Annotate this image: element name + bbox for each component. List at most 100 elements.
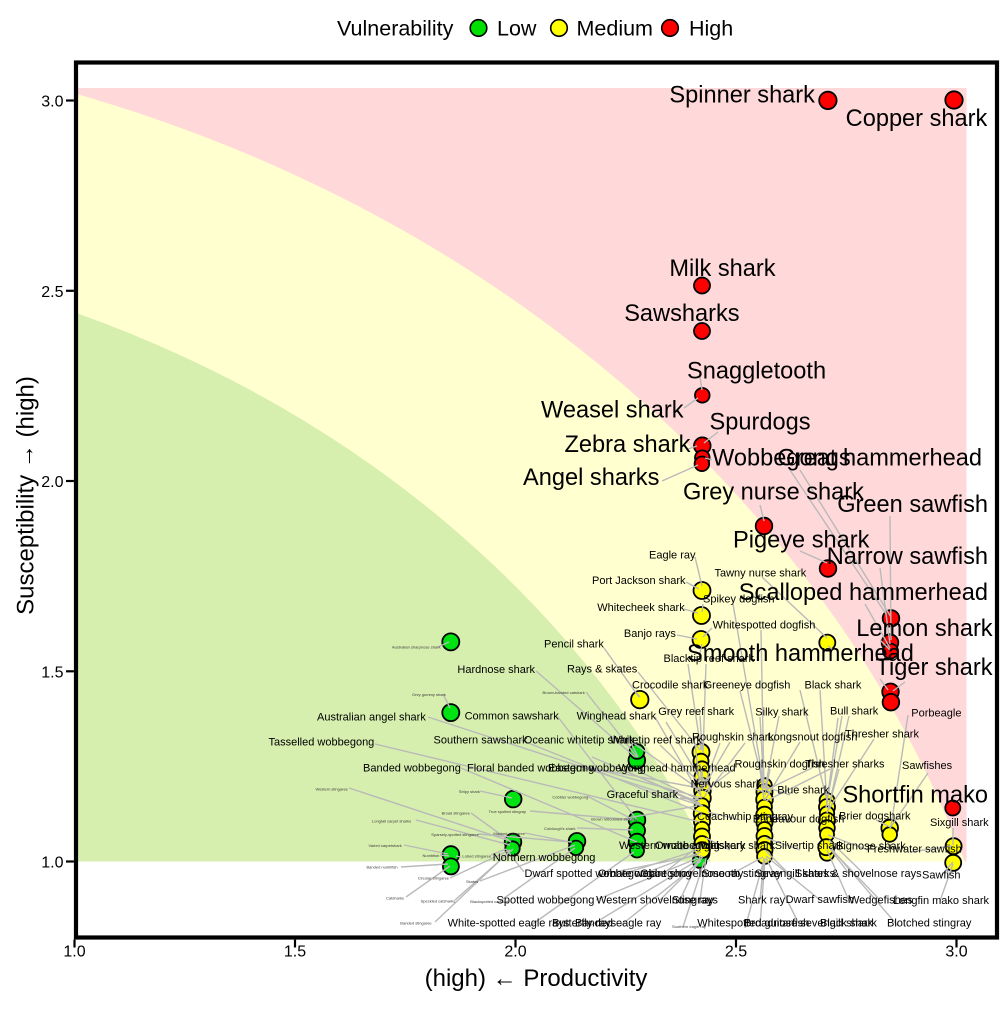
- svg-text:1.0: 1.0: [41, 855, 63, 872]
- svg-text:Weasel shark: Weasel shark: [541, 398, 684, 424]
- svg-text:3.0: 3.0: [41, 94, 63, 111]
- svg-text:Nervous shark: Nervous shark: [691, 779, 762, 791]
- svg-text:Eagle ray: Eagle ray: [649, 550, 696, 562]
- svg-text:Winghead shark: Winghead shark: [577, 710, 657, 722]
- svg-text:Thresher shark: Thresher shark: [845, 729, 919, 741]
- svg-text:Grey reef shark: Grey reef shark: [658, 706, 734, 718]
- svg-text:Wedgefishes: Wedgefishes: [849, 894, 913, 906]
- svg-text:Lobed stingaree: Lobed stingaree: [462, 854, 491, 859]
- svg-text:Butterfly rays: Butterfly rays: [552, 917, 617, 929]
- svg-text:Western wobbegong: Western wobbegong: [619, 840, 720, 852]
- svg-text:Common sawshark: Common sawshark: [465, 711, 560, 723]
- svg-text:Pigeye shark: Pigeye shark: [733, 528, 870, 554]
- svg-text:Southern eagle ray: Southern eagle ray: [672, 924, 706, 929]
- svg-text:2.0: 2.0: [41, 474, 63, 491]
- svg-text:Endeavour dogfish: Endeavour dogfish: [753, 814, 845, 826]
- svg-text:Crocodile shark: Crocodile shark: [632, 680, 709, 692]
- svg-text:Whiskery shark: Whiskery shark: [700, 840, 776, 852]
- svg-text:Dwarf sawfish: Dwarf sawfish: [786, 894, 854, 906]
- svg-text:Skates: Skates: [466, 879, 478, 884]
- svg-text:Banded wobbegong: Banded wobbegong: [363, 763, 461, 775]
- svg-text:2.5: 2.5: [725, 944, 747, 961]
- svg-text:Floral banded wobbegong: Floral banded wobbegong: [467, 763, 594, 775]
- svg-text:Tiger shark: Tiger shark: [875, 655, 992, 681]
- svg-text:Shortfin mako: Shortfin mako: [842, 783, 988, 809]
- svg-text:Smooth stingray: Smooth stingray: [702, 868, 782, 880]
- svg-text:Spurdogs: Spurdogs: [710, 409, 811, 435]
- svg-text:Sparsely-spotted stingaree: Sparsely-spotted stingaree: [431, 832, 479, 837]
- svg-text:Blotched stingray: Blotched stingray: [887, 917, 972, 929]
- svg-text:Susceptibility → (high): Susceptibility → (high): [13, 376, 40, 615]
- svg-text:Ornate angelshark: Ornate angelshark: [655, 840, 746, 852]
- svg-text:High: High: [689, 17, 733, 41]
- svg-text:Longfin mako shark: Longfin mako shark: [893, 895, 989, 907]
- svg-text:Great hammerhead: Great hammerhead: [777, 445, 982, 471]
- svg-text:2.0: 2.0: [504, 944, 526, 961]
- svg-text:Port Jackson shark: Port Jackson shark: [592, 575, 686, 587]
- svg-text:Dwarf spotted wobbegong: Dwarf spotted wobbegong: [525, 868, 653, 880]
- svg-text:Rays & skates: Rays & skates: [567, 663, 638, 675]
- svg-text:Western stingaree: Western stingaree: [316, 787, 349, 792]
- svg-text:Tawny nurse shark: Tawny nurse shark: [715, 568, 807, 580]
- svg-text:3.0: 3.0: [945, 944, 967, 961]
- svg-text:White-spotted eagle rays: White-spotted eagle rays: [448, 917, 570, 929]
- svg-text:Brown-banded catshark: Brown-banded catshark: [543, 690, 585, 695]
- svg-text:Hardnose shark: Hardnose shark: [457, 664, 535, 676]
- svg-text:Whitespotted guitarfish: Whitespotted guitarfish: [697, 917, 809, 929]
- svg-text:Oceanic whitetip shark: Oceanic whitetip shark: [524, 735, 635, 747]
- svg-text:Circular stingaree: Circular stingaree: [418, 876, 450, 881]
- svg-text:1.5: 1.5: [41, 664, 63, 681]
- svg-text:Broad stingaree: Broad stingaree: [442, 811, 471, 816]
- svg-text:Longsnout dogfish: Longsnout dogfish: [768, 732, 858, 744]
- svg-text:Medium: Medium: [577, 17, 653, 41]
- svg-text:Spinner shark: Spinner shark: [669, 82, 815, 108]
- svg-text:Shark ray: Shark ray: [738, 894, 786, 906]
- svg-text:Bull shark: Bull shark: [830, 706, 879, 718]
- svg-text:Silvertip shark: Silvertip shark: [775, 840, 845, 852]
- svg-text:Northern wobbegong: Northern wobbegong: [493, 852, 596, 864]
- svg-text:Freshwater sawfish: Freshwater sawfish: [867, 843, 962, 855]
- svg-text:Milk shark: Milk shark: [669, 256, 775, 282]
- svg-text:Whitetip reef shark: Whitetip reef shark: [610, 735, 702, 747]
- svg-text:Grey gummy shark: Grey gummy shark: [412, 692, 446, 697]
- svg-text:1.0: 1.0: [63, 944, 85, 961]
- svg-text:Stingrays: Stingrays: [672, 894, 718, 906]
- svg-text:Banded stingaree: Banded stingaree: [400, 921, 432, 926]
- svg-text:Scalloped hammerhead: Scalloped hammerhead: [739, 580, 988, 606]
- svg-text:1.5: 1.5: [284, 944, 306, 961]
- svg-text:Whitespotted dogfish: Whitespotted dogfish: [713, 619, 816, 631]
- svg-text:Longtail carpet sharks: Longtail carpet sharks: [372, 818, 411, 823]
- svg-text:Whitecheek shark: Whitecheek shark: [597, 602, 685, 614]
- svg-text:Spikey dogfish: Spikey dogfish: [703, 594, 775, 606]
- svg-text:Snaggletooth: Snaggletooth: [687, 359, 826, 385]
- svg-text:Black shark: Black shark: [820, 917, 877, 929]
- svg-text:Brown reticulated stingray: Brown reticulated stingray: [591, 816, 637, 821]
- svg-text:Coachwhip stingray: Coachwhip stingray: [697, 811, 793, 823]
- svg-text:Grey nurse shark: Grey nurse shark: [683, 479, 864, 505]
- svg-text:(high) ← Productivity: (high) ← Productivity: [425, 965, 648, 992]
- svg-text:Low: Low: [497, 17, 537, 41]
- svg-text:Silky shark: Silky shark: [755, 707, 809, 719]
- svg-text:Pencil shark: Pencil shark: [544, 639, 604, 651]
- svg-text:Sevengill sharks: Sevengill sharks: [755, 868, 836, 880]
- svg-text:Giant shovelnose ray: Giant shovelnose ray: [640, 868, 744, 880]
- svg-text:Numbfish: Numbfish: [423, 853, 440, 858]
- svg-text:Masked stingaree: Masked stingaree: [493, 831, 525, 836]
- svg-text:Blacktip reef shark: Blacktip reef shark: [664, 653, 755, 665]
- svg-text:Lemon shark: Lemon shark: [856, 616, 993, 642]
- svg-text:Narrow sawfish: Narrow sawfish: [827, 544, 988, 570]
- svg-text:Green sawfish: Green sawfish: [837, 492, 988, 518]
- svg-text:Blue shark: Blue shark: [777, 784, 829, 796]
- svg-text:Banded numbfish: Banded numbfish: [367, 864, 398, 869]
- svg-text:Southern sawshark: Southern sawshark: [434, 735, 529, 747]
- svg-text:Catsharks: Catsharks: [386, 896, 404, 901]
- svg-text:Sixgill shark: Sixgill shark: [930, 817, 989, 829]
- svg-text:Brier dogshark: Brier dogshark: [839, 811, 911, 823]
- svg-text:Spotted wobbegong: Spotted wobbegong: [497, 894, 595, 906]
- svg-text:Stripy shark: Stripy shark: [459, 789, 480, 794]
- svg-text:Speckled catsharks: Speckled catsharks: [421, 898, 456, 903]
- svg-text:Copper shark: Copper shark: [846, 106, 988, 132]
- svg-text:Roughskin shark: Roughskin shark: [692, 732, 774, 744]
- svg-text:Banjo rays: Banjo rays: [624, 628, 676, 640]
- svg-text:Sawfishes: Sawfishes: [902, 760, 953, 772]
